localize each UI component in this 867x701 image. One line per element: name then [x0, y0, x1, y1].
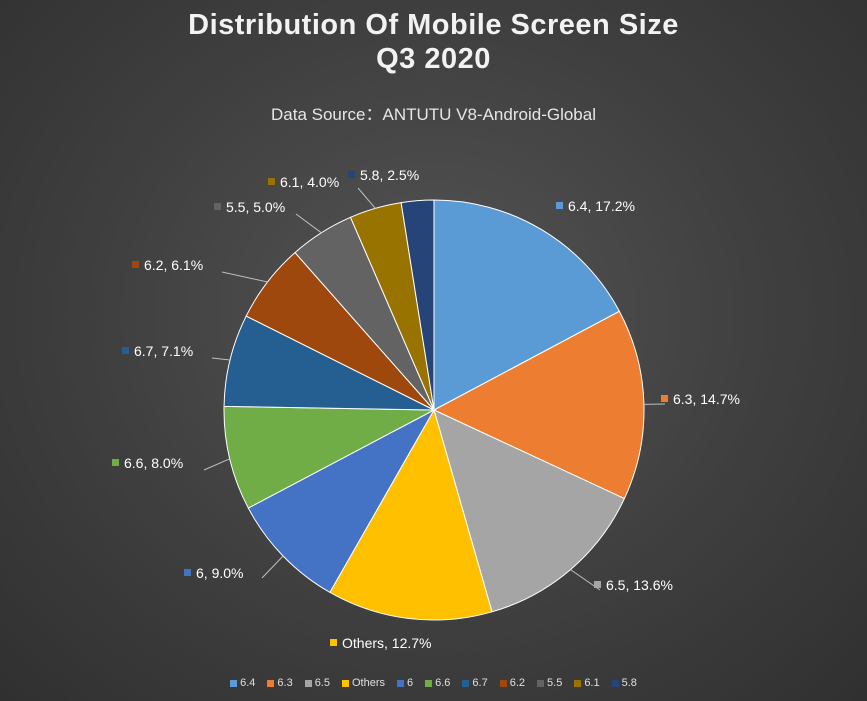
legend-item: 6.6	[425, 677, 450, 689]
leader-line	[295, 213, 322, 234]
legend-swatch	[462, 679, 470, 687]
legend-swatch	[230, 679, 238, 687]
data-label: Others, 12.7%	[342, 635, 432, 651]
legend-swatch	[574, 679, 582, 687]
data-label: 6.3, 14.7%	[673, 391, 740, 407]
legend-item: 6.2	[499, 677, 526, 689]
legend-label: 5.8	[621, 677, 637, 689]
legend-label: 6.6	[435, 677, 451, 689]
data-label: 5.5, 5.0%	[226, 199, 285, 215]
pie-slice-6-4	[433, 199, 621, 411]
leader-line	[221, 271, 268, 283]
data-label-swatch	[661, 395, 668, 402]
legend-label: 6.4	[240, 677, 256, 689]
pie-slice-6-3	[432, 310, 645, 500]
pie-slice-6-6	[223, 405, 435, 509]
legend-swatch	[537, 679, 545, 687]
legend-item: 6.1	[574, 677, 600, 689]
legend-swatch	[397, 679, 404, 687]
data-label-swatch	[184, 569, 191, 576]
data-label: 6.6, 8.0%	[124, 455, 183, 471]
legend-item: 6.3	[267, 677, 293, 689]
pie-slice-6-5	[433, 409, 626, 613]
legend-label: 6.1	[584, 677, 600, 689]
data-label-swatch	[594, 581, 601, 588]
legend-swatch	[341, 679, 349, 687]
legend-item: 6	[397, 677, 413, 689]
legend-item: 6.7	[462, 677, 488, 689]
legend-label: 6.3	[277, 677, 293, 689]
data-label-swatch	[214, 203, 221, 210]
data-label-swatch	[132, 261, 139, 268]
data-label-swatch	[112, 459, 119, 466]
data-label-swatch	[122, 347, 129, 354]
pie-slice-5-8	[400, 199, 435, 411]
data-label-swatch	[268, 178, 275, 185]
data-label: 5.8, 2.5%	[360, 167, 419, 183]
leader-line	[203, 458, 230, 471]
legend-item: 5.5	[537, 677, 562, 689]
data-label: 6.2, 6.1%	[144, 257, 203, 273]
legend-swatch	[499, 679, 507, 687]
legend-label: 6.5	[314, 677, 330, 689]
legend-label: 6	[407, 677, 414, 689]
leader-line	[261, 555, 284, 579]
leader-line	[357, 187, 376, 209]
pie-slice-others	[329, 408, 493, 621]
legend-label: 6.2	[509, 677, 526, 689]
legend-item: 6.4	[230, 677, 255, 689]
legend-item: 6.5	[304, 677, 330, 689]
legend-item: 5.8	[611, 677, 637, 689]
legend-swatch	[267, 679, 275, 687]
legend-label: 6.7	[472, 677, 488, 689]
legend-label: Others	[351, 677, 385, 689]
data-label: 6.1, 4.0%	[280, 174, 339, 190]
data-label: 6.7, 7.1%	[134, 343, 193, 359]
legend-swatch	[304, 679, 312, 687]
data-label: 6, 9.0%	[196, 565, 243, 581]
data-label-swatch	[348, 171, 355, 178]
chart-title: Distribution Of Mobile Screen Size Q3 20…	[0, 8, 867, 76]
title-line-1: Distribution Of Mobile Screen Size	[188, 9, 679, 41]
data-label-swatch	[556, 202, 563, 209]
chart-subtitle: Data Source：ANTUTU V8-Android-Global	[270, 105, 596, 124]
data-label: 6.4, 17.2%	[568, 198, 635, 214]
legend-item: Others	[341, 677, 385, 689]
chart-legend: 6.4 6.3 6.5 Others 6 6.6 6.7 6.2 5.5 6.1 5.8	[0, 677, 867, 689]
leader-line	[211, 357, 231, 361]
legend-label: 5.5	[547, 677, 563, 689]
legend-swatch	[425, 679, 433, 687]
title-line-2: Q3 2020	[376, 43, 491, 75]
data-label: 6.5, 13.6%	[606, 577, 673, 593]
data-label-swatch	[330, 639, 337, 646]
legend-swatch	[611, 679, 619, 687]
